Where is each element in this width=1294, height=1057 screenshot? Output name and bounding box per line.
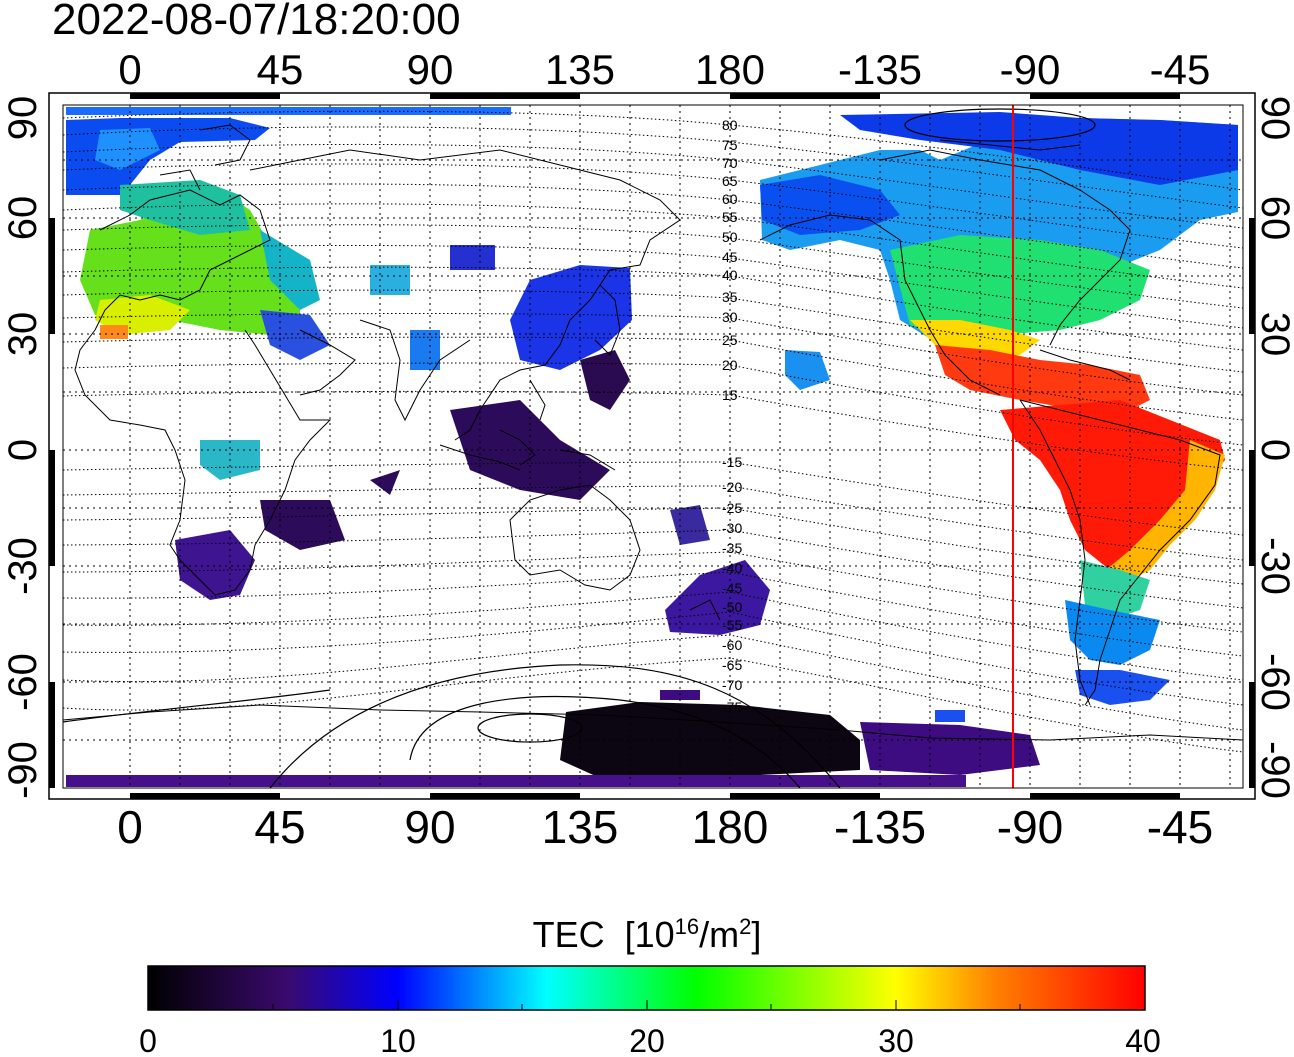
lon-tick-label: 90 [404,801,455,853]
mlat-label: 15 [722,387,738,403]
colorbar-tick-label: 10 [380,1023,416,1057]
lat-tick-label: -60 [1,653,45,711]
mlat-label: 20 [722,357,738,373]
colorbar-unit-base: [10 [624,914,675,955]
mlat-label: 35 [722,289,738,305]
mlat-label: -60 [722,637,742,653]
mlat-label: -75 [722,699,742,715]
magnetic-pole-contours [63,108,1096,788]
map-frame-outer [48,92,1256,800]
colorbar-unit-mid: /m [699,914,740,955]
lat-tick-label: 0 [1253,439,1294,461]
mlat-label: 80 [722,117,738,133]
left-latitude-labels: 90 60 30 0 -30 -60 -90 [1,96,45,799]
colorbar-tick-label: 20 [629,1023,665,1057]
mlat-label: 75 [722,137,738,153]
lon-tick-label: -45 [1150,46,1211,93]
mlat-label: 60 [722,191,738,207]
mlat-label: -50 [722,599,742,615]
graticule [63,105,1243,788]
lat-tick-label: -60 [1253,653,1294,711]
colorbar-tick-label: 0 [139,1023,157,1057]
lon-tick-label: 135 [542,801,619,853]
colorbar-unit-end: ] [751,914,762,955]
colorbar-ticks [272,1000,1021,1010]
lat-tick-label: -30 [1,537,45,595]
mlat-label: -15 [722,454,742,470]
mlat-label: -20 [722,479,742,495]
lat-tick-label: 90 [1,96,45,141]
lat-tick-label: 60 [1,196,45,241]
magnetic-latitude-labels: 80 75 70 65 60 55 50 45 40 35 30 25 20 1… [722,117,742,715]
mlat-label: 30 [722,309,738,325]
lat-tick-label: -90 [1,741,45,799]
lon-tick-label: 0 [117,801,143,853]
lon-tick-label: -90 [1000,46,1061,93]
lon-tick-label: 45 [254,801,305,853]
lat-tick-label: 30 [1,312,45,357]
mlat-label: 65 [722,173,738,189]
lon-tick-label: -45 [1147,801,1213,853]
colorbar-unit-exp: 16 [674,914,700,939]
mlat-label: -25 [722,500,742,516]
mlat-label: -40 [722,560,742,576]
lon-tick-label: -90 [997,801,1063,853]
tec-data-layer [66,107,1238,787]
frame-tick-bars [49,93,1255,799]
timestamp-label: 2022-08-07/18:20:00 [52,0,461,44]
lat-tick-label: 0 [1,439,45,461]
mlat-label: -65 [722,657,742,673]
mlat-label: 55 [722,209,738,225]
lon-tick-label: 180 [695,46,765,93]
mlat-label: -45 [722,580,742,596]
mlat-label: 50 [722,229,738,245]
lon-tick-label: -135 [838,46,922,93]
map-frame-inner [62,104,1244,789]
lat-tick-label: -30 [1253,537,1294,595]
lat-tick-label: 90 [1253,96,1294,141]
colorbar-quantity: TEC [532,914,605,955]
lon-tick-label: 0 [118,46,141,93]
lat-tick-label: 30 [1253,312,1294,357]
right-latitude-labels: 90 60 30 0 -30 -60 -90 [1253,96,1294,799]
colorbar-unit-exp2: 2 [739,914,752,939]
lat-tick-label: 60 [1253,196,1294,241]
coastlines [63,124,1243,741]
colorbar-title: TEC [1016/m2] [0,905,1294,957]
mlat-label: -55 [722,617,742,633]
colorbar-tick-label: 30 [878,1023,914,1057]
lon-tick-label: 135 [545,46,615,93]
lon-tick-label: 90 [407,46,454,93]
bottom-longitude-labels: 0 45 90 135 180 -135 -90 -45 [117,801,1213,853]
lon-tick-label: 45 [257,46,304,93]
mlat-label: 25 [722,332,738,348]
mlat-label: 40 [722,267,738,283]
mlat-label: -35 [722,540,742,556]
colorbar-tick-labels: 0 10 20 30 40 [139,1023,1161,1057]
colorbar-tick-label: 40 [1125,1023,1161,1057]
lon-tick-label: -135 [834,801,926,853]
mlat-label: -70 [722,677,742,693]
magnetic-latitude-contours [63,110,1243,753]
lat-tick-label: -90 [1253,741,1294,799]
mlat-label: 45 [722,249,738,265]
top-longitude-labels: 0 45 90 135 180 -135 -90 -45 [118,46,1210,93]
lon-tick-label: 180 [692,801,769,853]
mlat-label: -30 [722,520,742,536]
mlat-label: 70 [722,155,738,171]
